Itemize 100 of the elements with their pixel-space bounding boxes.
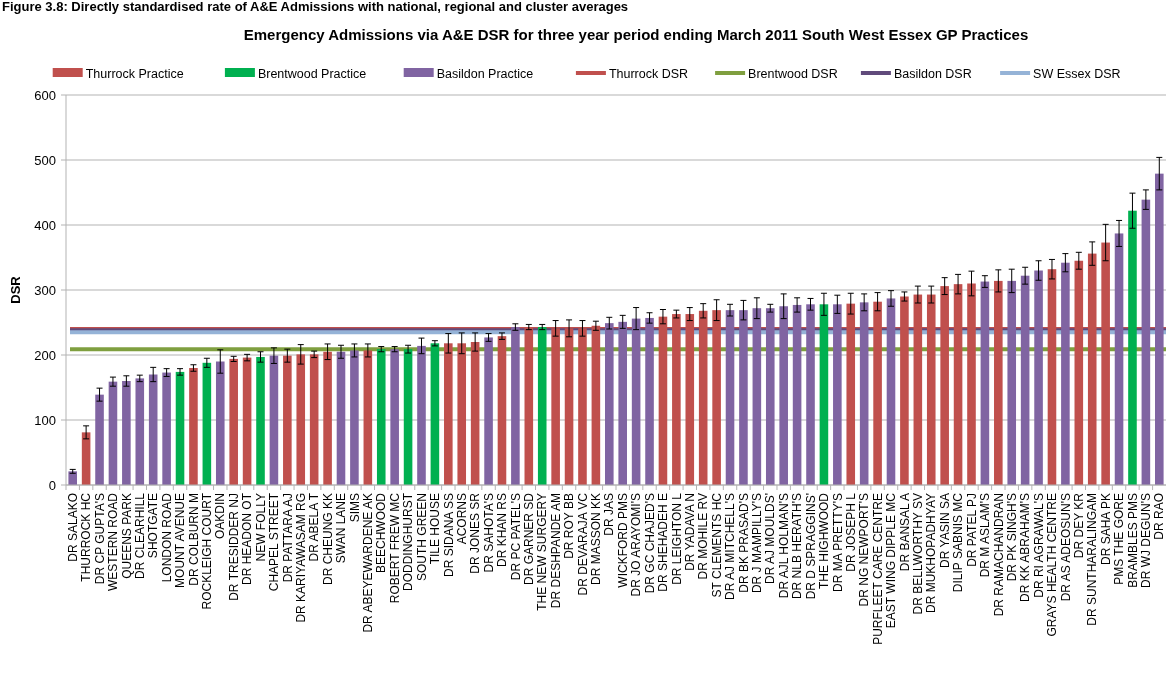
- x-tick-label: BRAMBLES PMS: [1125, 493, 1140, 588]
- x-tick-label: DR ABELA T: [307, 492, 322, 562]
- x-tick-label: DR DESHPANDE AM: [548, 493, 563, 609]
- bar: [430, 343, 440, 485]
- x-tick-label: BEECHWOOD: [374, 492, 389, 574]
- bar: [376, 349, 386, 485]
- x-tick-label: DR GC CHAJED'S: [642, 493, 657, 594]
- x-tick-label: EAST WING DIPPLE MC: [884, 492, 899, 629]
- bar: [162, 372, 171, 485]
- bar: [256, 356, 265, 485]
- x-tick-label: DR KHAN RS: [495, 493, 510, 568]
- bar: [859, 302, 869, 485]
- x-tick-label: DR SALAKO: [65, 493, 80, 562]
- x-tick-label: DR MA PRETTY'S: [830, 493, 845, 592]
- bar: [229, 358, 238, 485]
- x-tick-label: DR SUNTHARALINGAM: [1085, 493, 1100, 626]
- bar: [175, 371, 185, 485]
- x-tick-label: DR AS ADEOSUN'S: [1058, 493, 1073, 602]
- legend-label: SW Essex DSR: [1033, 66, 1121, 81]
- legend-label: Thurrock DSR: [608, 66, 689, 81]
- x-tick-label: WESTERN ROAD: [106, 492, 121, 592]
- x-tick-label: DR WJ DEGUN'S: [1139, 493, 1154, 588]
- x-tick-label: DR JAS: [602, 493, 617, 536]
- x-tick-label: ROCKLEIGH COURT: [200, 492, 215, 610]
- x-tick-label: DR M ASLAM'S: [978, 493, 993, 578]
- bar: [806, 304, 815, 485]
- bar: [1020, 275, 1030, 485]
- x-tick-label: DR DEY KR: [1072, 492, 1086, 559]
- x-tick-label: DR YADAVA N: [682, 493, 697, 571]
- bar: [108, 381, 118, 485]
- x-tick-label: DR RAMACHANDRAN: [991, 493, 1006, 617]
- x-tick-label: DR MOHILE RV: [696, 493, 711, 580]
- x-tick-label: TILE HOUSE: [428, 493, 443, 565]
- x-tick-label: DR D SPRAGGINS': [803, 493, 818, 600]
- bar: [68, 471, 77, 485]
- x-tick-label: DR NLB HERATH'S: [790, 493, 805, 600]
- bar: [81, 432, 91, 485]
- x-tick-label: DR PK SINGH'S: [1004, 493, 1019, 582]
- x-tick-label: DR J MAMPILLY'S: [750, 493, 765, 594]
- x-tick-label: DR LEIGHTON L: [669, 492, 684, 585]
- x-tick-label: PMS THE GORE: [1112, 493, 1127, 585]
- x-tick-label: DR RI AGRAWAL'S: [1031, 493, 1046, 598]
- bar: [309, 354, 319, 485]
- bar: [497, 336, 507, 485]
- x-tick-label: DR SAHA PK: [1098, 493, 1113, 566]
- bar: [1061, 262, 1070, 485]
- x-tick-label: SHOTGATE: [146, 493, 161, 559]
- x-tick-label: ACORNS: [454, 493, 469, 545]
- x-tick-label: DR CHEUNG KK: [320, 493, 335, 586]
- bar: [511, 327, 520, 485]
- x-tick-label: DR ABEYEWARDENE AK: [361, 493, 376, 633]
- x-tick-label: LONDON ROAD: [159, 492, 174, 583]
- bar: [886, 298, 896, 485]
- bar: [215, 361, 225, 485]
- x-tick-label: GRAYS HEALTH CENTRE: [1045, 493, 1060, 637]
- bar: [1114, 233, 1124, 485]
- x-tick-label: DR MASSON KK: [589, 493, 604, 586]
- legend-label: Thurrock Practice: [85, 66, 184, 81]
- x-tick-label: DR CP GUPTA'S: [92, 493, 107, 585]
- bar: [1034, 270, 1043, 485]
- x-tick-label: DR MUKHOPADHYAY: [924, 493, 939, 614]
- y-tick-label: 100: [34, 412, 56, 428]
- bar: [390, 349, 399, 485]
- x-tick-label: THURROCK HC: [79, 492, 94, 582]
- bar: [792, 304, 802, 485]
- bar: [1007, 280, 1017, 485]
- x-tick-label: OAKDIN: [213, 493, 228, 540]
- caption: Figure 3.8: Directly standardised rate of A&E Admissions with national, regional and cluster averages: [2, 0, 629, 14]
- bar: [242, 357, 252, 485]
- bar: [484, 337, 493, 485]
- bar: [631, 318, 641, 485]
- y-tick-label: 200: [34, 347, 56, 363]
- x-tick-label: DR RAO: [1152, 493, 1167, 540]
- x-tick-label: ST CLEMENTS HC: [709, 492, 724, 598]
- x-tick-label: THE HIGHWOOD: [817, 492, 832, 589]
- bar: [296, 354, 306, 485]
- x-tick-label: SWAN LANE: [334, 493, 349, 564]
- legend-label: Basildon Practice: [436, 66, 534, 81]
- x-tick-label: DR AJ MITCHELL'S: [723, 493, 738, 600]
- bar: [350, 350, 359, 485]
- y-tick-label: 0: [48, 477, 56, 493]
- bar: [363, 350, 373, 485]
- y-tick-label: 500: [34, 152, 56, 168]
- bar: [417, 345, 426, 485]
- bar: [645, 317, 654, 485]
- bar: [765, 308, 775, 485]
- bar: [323, 351, 332, 485]
- x-tick-label: DR AJL HOLMAN'S: [776, 493, 791, 599]
- x-tick-label: DODDINGHURST: [401, 492, 416, 591]
- bar: [283, 355, 292, 485]
- x-tick-label: DILIP SABNIS MC: [951, 492, 966, 593]
- bar: [819, 304, 829, 485]
- bar: [470, 342, 480, 485]
- bar: [189, 368, 198, 485]
- x-tick-label: QUEENS PARK: [119, 493, 134, 579]
- x-tick-label: DR AJ MOULDS': [763, 493, 778, 584]
- bar: [1155, 173, 1164, 485]
- bar: [202, 362, 212, 485]
- bar: [833, 304, 842, 485]
- bar: [336, 351, 346, 485]
